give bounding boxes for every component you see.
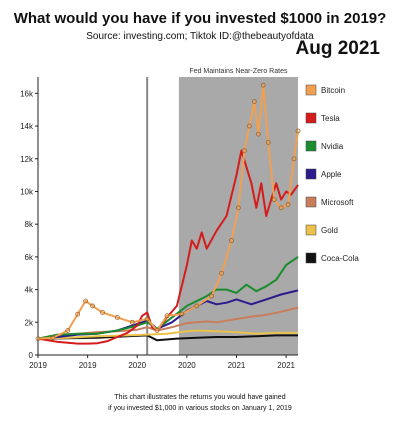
y-tick-label: 12k [20,155,34,164]
legend-label: Nvidia [321,142,344,151]
data-point-bitcoin [90,303,95,309]
series-line-tesla [37,149,299,345]
data-point-bitcoin [179,311,185,317]
data-point-bitcoin [295,128,301,134]
legend-swatch [305,84,317,96]
legend-label: Tesla [321,114,340,123]
x-tick-label: 2020 [128,361,146,370]
data-point-bitcoin [83,298,89,304]
legend-label: Coca-Cola [321,254,359,263]
y-tick-label: 10k [20,187,34,196]
data-point-bitcoin [164,313,170,319]
y-tick-label: 6k [25,253,34,262]
data-point-bitcoin [260,82,266,88]
x-tick-label: 2019 [29,361,47,370]
data-point-bitcoin [246,123,252,129]
data-point-bitcoin [251,99,257,104]
shaded-region-label: Fed Maintains Near-Zero Rates [189,68,288,75]
series-line-coca-cola [37,334,298,342]
data-point-bitcoin [209,293,215,299]
y-tick-label: 8k [25,220,34,229]
legend-swatch [305,252,317,264]
data-point-bitcoin [194,303,200,309]
series-line-nvidia [37,256,299,340]
legend-label: Apple [321,170,342,179]
legend-swatch [305,168,317,180]
series-line-microsoft [37,306,299,340]
data-point-bitcoin [255,131,261,137]
shaded-region [178,77,298,355]
legend-swatch [305,224,317,236]
data-point-bitcoin [271,197,277,203]
data-point-bitcoin [65,328,71,333]
data-point-bitcoin [50,335,56,341]
legend-swatch [305,140,317,152]
data-point-bitcoin [219,270,224,276]
data-point-bitcoin [242,148,247,153]
x-tick-label: 2021 [228,361,246,370]
x-tick-label: 2021 [277,361,295,370]
chart-title: What would you have if you invested $100… [13,10,387,27]
data-point-bitcoin [265,140,271,145]
data-point-bitcoin [75,311,81,317]
data-point-bitcoin [100,310,105,315]
y-tick-label: 14k [20,122,34,131]
chart-subtitle: Source: investing.com; Tiktok ID:@thebea… [86,31,314,42]
data-point-bitcoin [35,336,41,342]
data-point-bitcoin [129,319,135,325]
data-point-bitcoin [229,238,234,243]
data-point-bitcoin [154,328,160,333]
footnote-line-1: This chart illustrates the returns you w… [114,394,286,401]
footnote-line-2: if you invested $1,000 in various stocks… [108,405,292,412]
x-tick-label: 2019 [79,361,97,370]
series-line-bitcoin [37,84,299,340]
data-point-bitcoin [236,205,241,211]
legend-swatch [305,112,317,124]
data-point-bitcoin [278,205,284,211]
legend-label: Microsoft [321,198,354,207]
data-point-bitcoin [285,202,291,207]
data-point-bitcoin [291,156,297,162]
legend-label: Gold [321,226,338,235]
data-point-bitcoin [144,316,150,322]
x-tick-label: 2020 [178,361,196,370]
legend-swatch [305,196,317,208]
legend-label: Bitcoin [321,86,345,95]
y-tick-label: 2k [25,318,34,327]
y-tick-label: 4k [25,286,34,295]
date-label: Aug 2021 [295,38,380,59]
data-point-bitcoin [114,314,120,320]
y-tick-label: 0 [29,351,34,360]
y-tick-label: 16k [20,89,34,98]
series-line-gold [37,329,298,340]
